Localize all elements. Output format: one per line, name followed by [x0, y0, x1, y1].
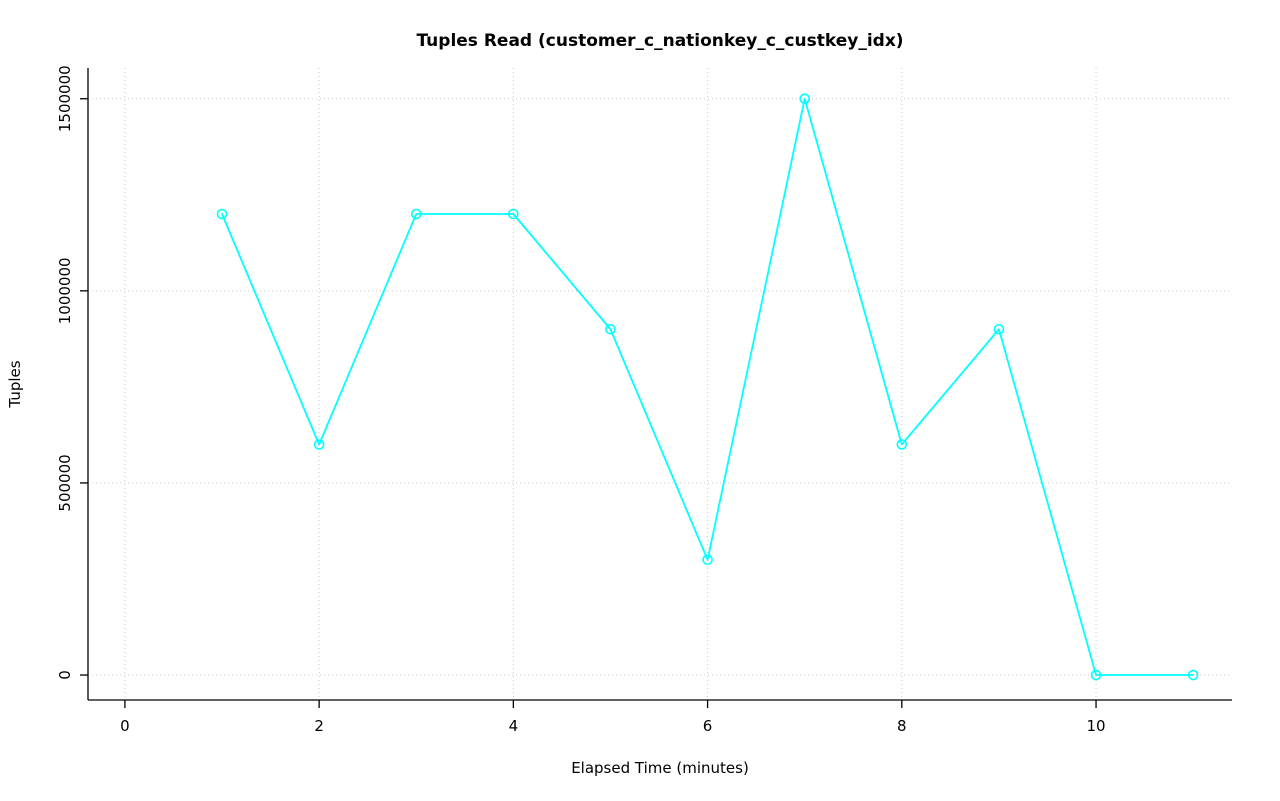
x-axis-label: Elapsed Time (minutes)	[571, 759, 749, 777]
data-point-marker	[993, 323, 1005, 335]
x-tick-label: 0	[120, 717, 130, 735]
chart-title: Tuples Read (customer_c_nationkey_c_cust…	[416, 31, 903, 51]
data-point-marker	[508, 208, 519, 220]
data-point-marker	[799, 93, 810, 105]
x-tick-label: 2	[314, 717, 324, 735]
y-tick-label: 1500000	[56, 65, 74, 132]
x-tick-label: 4	[509, 717, 519, 735]
series-line	[221, 97, 1195, 676]
data-point-marker	[702, 554, 713, 566]
y-tick-label: 0	[56, 670, 74, 680]
data-point-marker	[313, 439, 325, 450]
x-tick-label: 8	[897, 717, 907, 735]
data-point-marker	[410, 208, 422, 220]
y-tick-label: 500000	[56, 454, 74, 511]
data-point-marker	[216, 208, 228, 220]
data-point-marker	[1090, 669, 1102, 681]
y-axis-label: Tuples	[6, 360, 24, 408]
x-tick-label: 10	[1086, 717, 1105, 735]
data-point-marker	[896, 439, 908, 450]
data-point-marker	[1187, 669, 1199, 681]
data-point-marker	[605, 323, 616, 335]
x-tick-label: 6	[703, 717, 713, 735]
y-tick-label: 1000000	[56, 257, 74, 324]
